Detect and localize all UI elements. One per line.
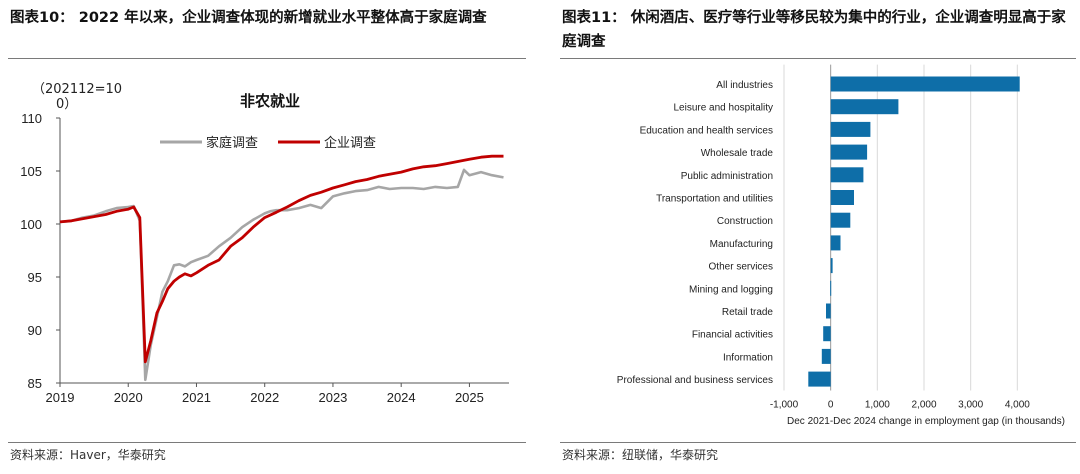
category-label: Financial activities xyxy=(692,330,773,341)
bar xyxy=(830,99,899,115)
bar xyxy=(808,371,831,387)
employment-gap-bar-chart: -1,000 0 1,000 2,000 3,000 4,000 All industri… xyxy=(617,64,1065,427)
figure-10-source-rule xyxy=(8,442,526,443)
y-unit-label-line2: 0） xyxy=(56,97,77,112)
bar xyxy=(830,235,841,251)
figure-11-source-rule xyxy=(560,442,1076,443)
category-label: Leisure and hospitality xyxy=(673,103,773,114)
bar xyxy=(826,303,831,319)
bar xyxy=(830,258,833,274)
category-label: Transportation and utilities xyxy=(656,194,773,205)
figure-10-title: 图表10： 2022 年以来，企业调查体现的新增就业水平整体高于家庭调查 xyxy=(10,10,487,26)
x-axis-label: Dec 2021-Dec 2024 change in employment g… xyxy=(787,416,1065,427)
category-label: Other services xyxy=(709,262,773,273)
category-label: Construction xyxy=(717,216,773,227)
category-label: Retail trade xyxy=(722,307,774,318)
x-tick-label: 3,000 xyxy=(958,399,983,410)
category-label: Manufacturing xyxy=(710,239,773,250)
category-label: Education and health services xyxy=(640,125,773,136)
bar xyxy=(830,167,864,183)
category-label: Wholesale trade xyxy=(701,148,774,159)
bar xyxy=(823,326,831,342)
y-tick-label: 105 xyxy=(20,164,42,179)
x-tick-label: 2023 xyxy=(318,390,347,405)
x-tick-label: 2020 xyxy=(114,390,143,405)
x-tick-label: 1,000 xyxy=(865,399,890,410)
x-tick-label: -1,000 xyxy=(770,399,799,410)
category-label: Information xyxy=(723,352,773,363)
bar xyxy=(830,121,871,137)
establishment-legend-label: 企业调查 xyxy=(324,135,376,151)
y-tick-label: 110 xyxy=(21,111,42,126)
bar xyxy=(821,348,831,364)
figure-11-title: 图表11： 休闲酒店、医疗等行业等移民较为集中的行业，企业调查明显高于家庭调查 xyxy=(562,10,1066,50)
figure-10-title-rule xyxy=(8,58,526,59)
bar xyxy=(830,144,868,160)
x-tick-label: 4,000 xyxy=(1005,399,1030,410)
bar xyxy=(830,76,1020,92)
y-tick-label: 90 xyxy=(28,323,42,338)
x-tick-label: 2024 xyxy=(387,390,416,405)
bar xyxy=(830,212,851,228)
figure-11-title-rule xyxy=(560,58,1076,59)
x-tick-label: 2022 xyxy=(250,390,279,405)
figure-11-panel: 图表11： 休闲酒店、医疗等行业等移民较为集中的行业，企业调查明显高于家庭调查 … xyxy=(552,0,1080,474)
y-tick-label: 95 xyxy=(28,270,42,285)
bar xyxy=(830,280,832,296)
chart-title: 非农就业 xyxy=(240,92,300,110)
category-label: All industries xyxy=(716,80,773,91)
y-unit-label-line1: （202112=10 xyxy=(32,82,122,97)
establishment-survey-line xyxy=(59,154,504,364)
household-survey-line xyxy=(59,168,504,382)
nonfarm-payroll-line-chart: （202112=10 0） 非农就业 85 90 95 100 105 110 2019 20… xyxy=(20,82,509,405)
figure-11-source: 资料来源：纽联储，华泰研究 xyxy=(562,448,719,462)
figure-10-source: 资料来源：Haver，华泰研究 xyxy=(10,448,166,462)
x-tick-label: 2021 xyxy=(182,390,211,405)
x-tick-label: 2,000 xyxy=(911,399,936,410)
category-label: Professional and business services xyxy=(617,375,773,386)
x-tick-label: 2025 xyxy=(455,390,484,405)
household-legend-label: 家庭调查 xyxy=(206,135,258,151)
figure-10-panel: 图表10： 2022 年以来，企业调查体现的新增就业水平整体高于家庭调查 （20… xyxy=(0,0,530,474)
x-tick-label: 2019 xyxy=(46,390,75,405)
y-tick-label: 100 xyxy=(20,217,42,232)
category-label: Mining and logging xyxy=(689,284,773,295)
category-label: Public administration xyxy=(681,171,773,182)
x-tick-label: 0 xyxy=(828,399,834,410)
y-tick-label: 85 xyxy=(28,376,42,391)
bar xyxy=(830,190,854,205)
